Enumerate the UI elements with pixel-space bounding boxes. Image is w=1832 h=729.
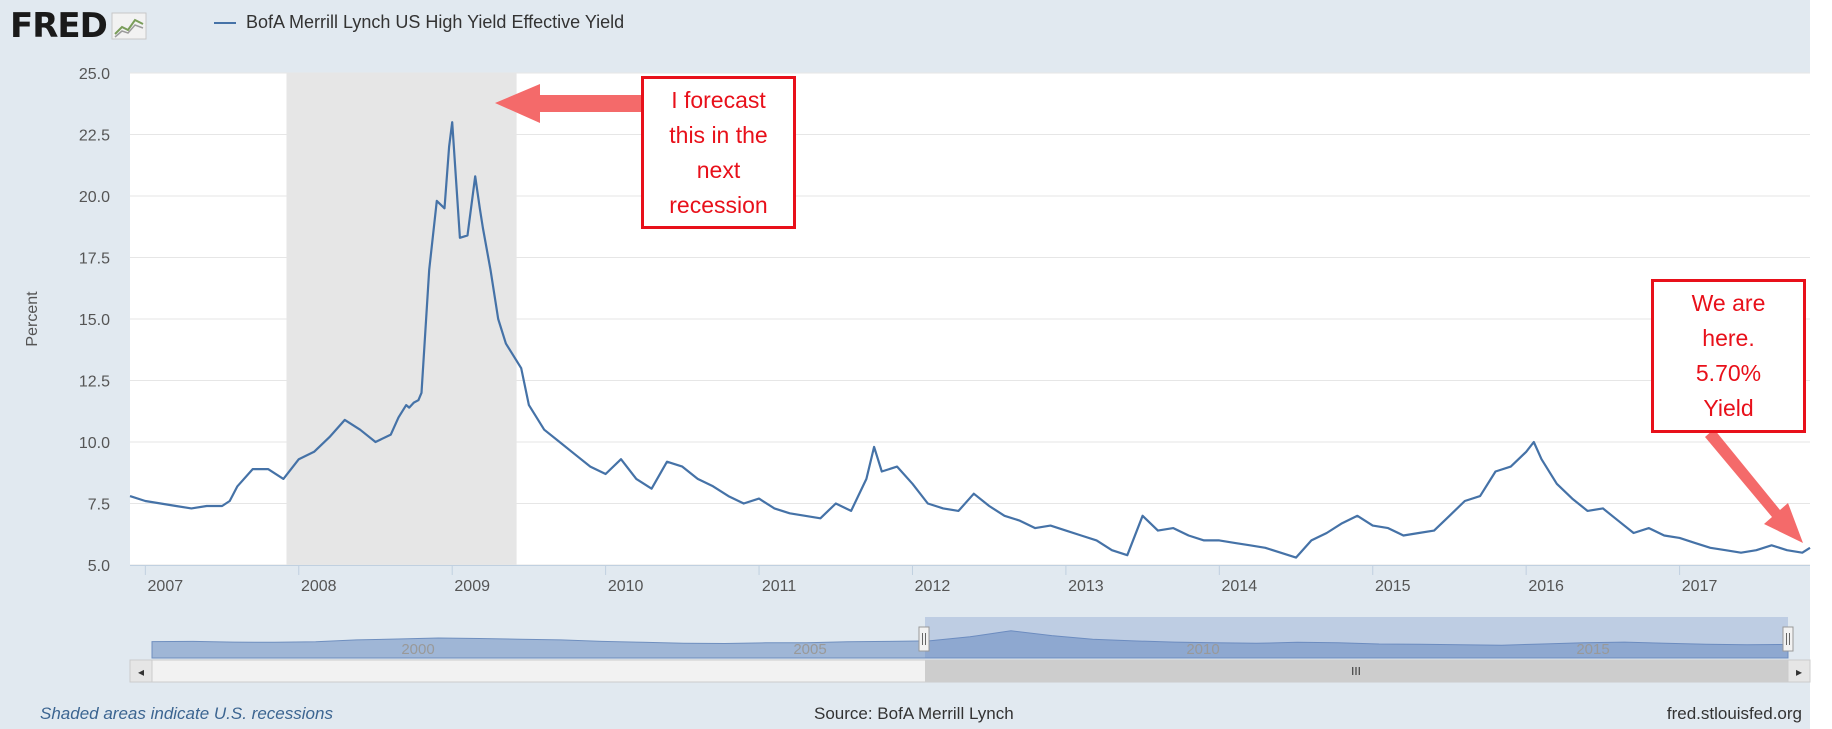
navigator-label: 2015 (1576, 641, 1609, 658)
navigator-label: 2010 (1186, 641, 1219, 658)
annotation-arrow-left (495, 84, 641, 123)
series-layer (129, 121, 1811, 559)
forecast-line-1: I forecast (671, 86, 766, 113)
y-tick-label: 5.0 (88, 558, 110, 575)
y-axis-label: Percent (24, 291, 41, 347)
navigator-handle-left[interactable] (918, 626, 930, 652)
legend-label: BofA Merrill Lynch US High Yield Effecti… (246, 12, 625, 32)
current-line-2: here. (1702, 325, 1755, 351)
fred-logo-text: FRED (10, 6, 108, 46)
scroll-left-button[interactable] (129, 659, 153, 683)
forecast-line-4: recession (669, 191, 768, 218)
y-tick-label: 10.0 (79, 435, 110, 452)
source-label: Source: BofA Merrill Lynch (814, 704, 1014, 723)
axes: 5.0 7.5 10.0 12.5 15.0 17.5 20.0 22.5 25.0 2007 20… (79, 66, 1810, 595)
x-tick-label: 2014 (1222, 578, 1258, 595)
y-tick-label: 17.5 (79, 251, 110, 268)
current-yield-annotation: We are here. 5.70% Yield (1651, 279, 1806, 433)
navigator-label: 2005 (793, 641, 826, 658)
forecast-annotation: I forecast this in the next recession (641, 76, 796, 229)
navigator-label: 2000 (401, 641, 434, 658)
navigator-labels: 2000 2005 2010 2015 (401, 641, 1609, 658)
series-line (129, 121, 1811, 559)
x-tick-label: 2011 (762, 578, 797, 595)
page-margin (1810, 0, 1832, 729)
navigator-series (151, 630, 1789, 659)
y-tick-label: 22.5 (79, 128, 110, 145)
x-tick-label: 2013 (1068, 578, 1104, 595)
annotation-arrow-down (1705, 429, 1803, 543)
y-tick-label: 7.5 (88, 497, 110, 514)
y-tick-label: 12.5 (79, 374, 110, 391)
navigator-handle-right[interactable] (1782, 626, 1794, 652)
x-tick-label: 2015 (1375, 578, 1411, 595)
x-tick-label: 2009 (454, 578, 490, 595)
y-tick-label: 20.0 (79, 189, 110, 206)
forecast-line-3: next (696, 156, 741, 183)
x-tick-label: 2012 (915, 578, 951, 595)
navigator-selection[interactable] (925, 617, 1788, 658)
y-tick-label: 25.0 (79, 66, 110, 83)
fred-logo[interactable]: FRED (10, 6, 147, 46)
current-line-3: 5.70% (1695, 360, 1762, 386)
legend-swatch (214, 21, 236, 24)
x-tick-label: 2017 (1682, 578, 1718, 595)
site-link[interactable]: fred.stlouisfed.org (1666, 704, 1802, 723)
recession-note: Shaded areas indicate U.S. recessions (40, 704, 333, 723)
y-tick-label: 15.0 (79, 312, 110, 329)
scroll-right-icon: ▸ (1796, 665, 1802, 679)
scroll-right-button[interactable] (1787, 659, 1811, 683)
scrollbar[interactable]: ◂ ▸ III (129, 659, 1811, 683)
scroll-left-icon: ◂ (138, 665, 144, 679)
current-line-4: Yield (1703, 395, 1754, 421)
x-tick-label: 2016 (1528, 578, 1564, 595)
navigator-area (151, 630, 1789, 659)
x-tick-label: 2010 (608, 578, 644, 595)
forecast-line-2: this in the (669, 121, 768, 148)
current-line-1: We are (1691, 290, 1766, 316)
fred-chart-icon (111, 12, 147, 40)
x-tick-label: 2008 (301, 578, 337, 595)
navigator[interactable]: 2000 2005 2010 2015 (130, 617, 1810, 659)
scrollbar-thumb[interactable] (925, 660, 1788, 682)
series-legend[interactable]: BofA Merrill Lynch US High Yield Effecti… (214, 12, 624, 33)
x-tick-label: 2007 (148, 578, 184, 595)
scroll-grip-icon: III (1351, 665, 1361, 678)
